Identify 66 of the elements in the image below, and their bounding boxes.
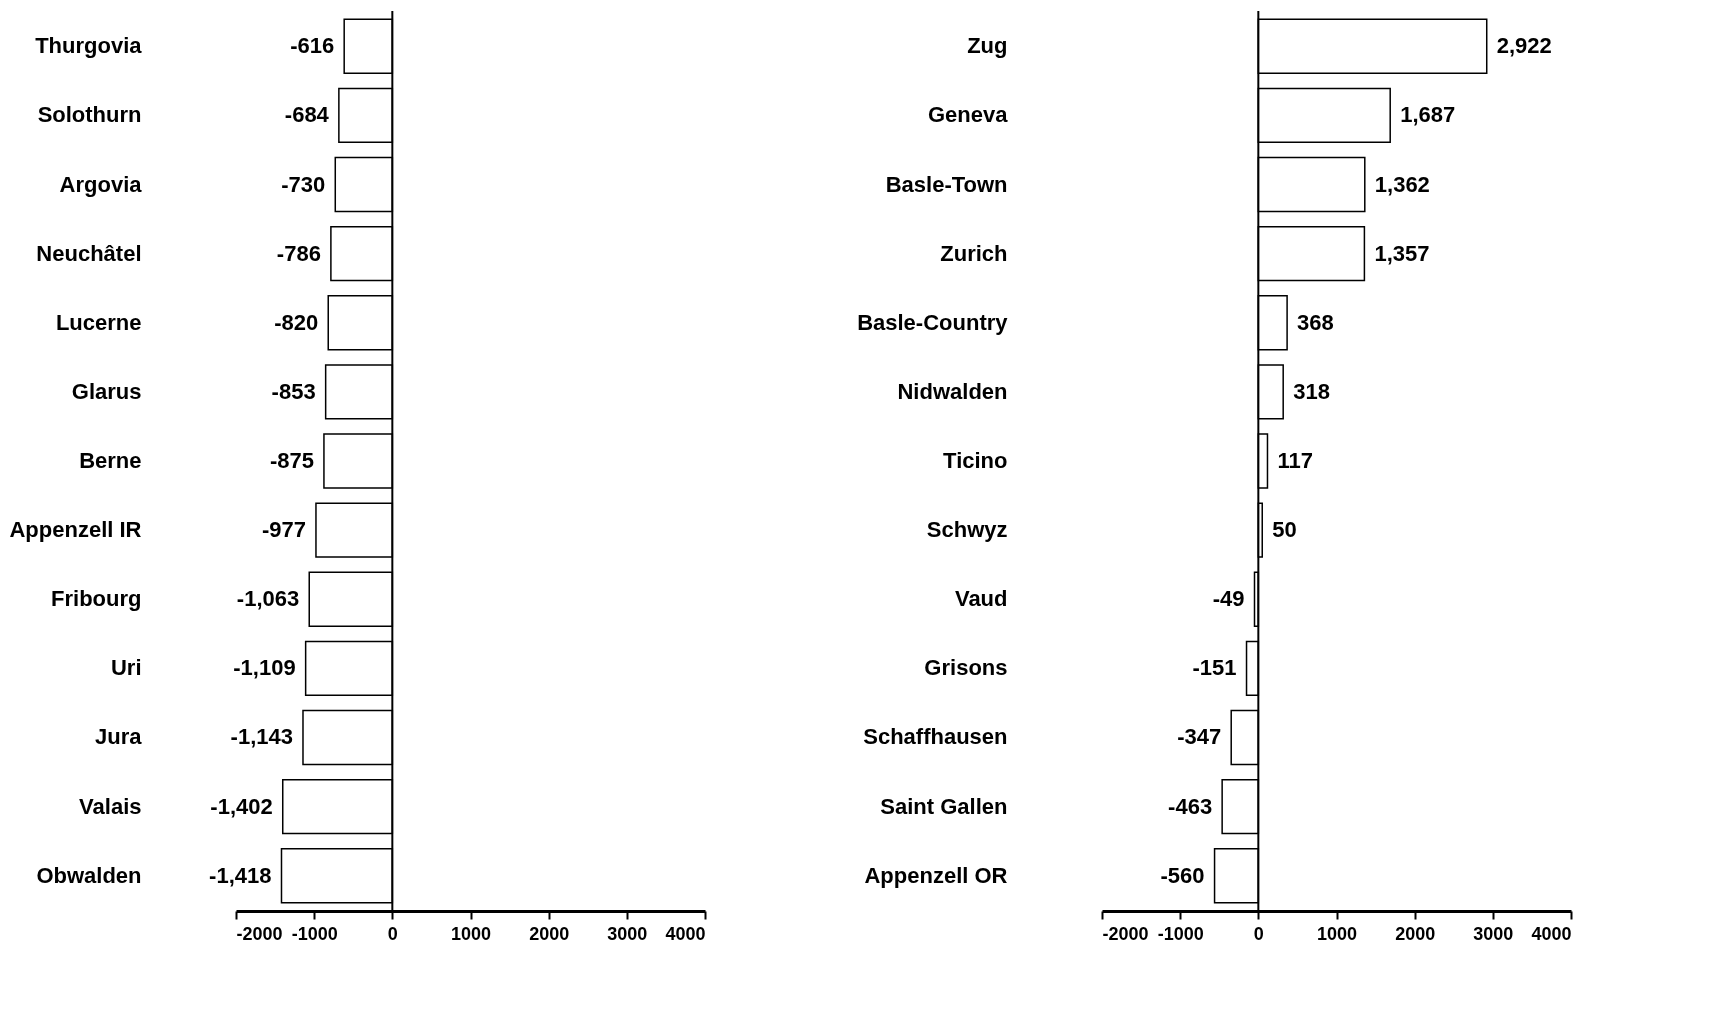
y-tick-label: Geneva bbox=[928, 102, 1009, 128]
y-tick-label: Thurgovia bbox=[35, 33, 143, 59]
y-tick-label: Neuchâtel bbox=[36, 240, 142, 266]
data-label: -616 bbox=[290, 33, 335, 59]
x-tick-label: 2000 bbox=[529, 923, 570, 944]
x-tick-label: -2000 bbox=[236, 923, 283, 944]
x-tick-label: 3000 bbox=[1473, 923, 1514, 944]
data-label: -49 bbox=[1212, 586, 1245, 612]
data-label: -1,402 bbox=[210, 793, 273, 819]
data-label: 318 bbox=[1293, 378, 1330, 404]
x-tick-label: 3000 bbox=[607, 923, 648, 944]
data-label: -977 bbox=[261, 517, 306, 543]
data-label: -730 bbox=[281, 171, 326, 197]
data-label: -347 bbox=[1177, 724, 1222, 750]
y-tick-label: Glarus bbox=[71, 378, 142, 404]
y-tick-label: Saint Gallen bbox=[880, 793, 1008, 819]
y-tick-label: Appenzell IR bbox=[9, 517, 142, 543]
y-tick-label: Basle-Town bbox=[885, 171, 1008, 197]
data-label: 1,357 bbox=[1374, 240, 1430, 266]
data-label: -820 bbox=[274, 309, 319, 335]
y-tick-label: Grisons bbox=[924, 655, 1008, 681]
x-tick-label: -2000 bbox=[1102, 923, 1149, 944]
y-tick-label: Fribourg bbox=[51, 586, 142, 612]
y-tick-label: Berne bbox=[79, 448, 142, 473]
x-tick-label: 4000 bbox=[1531, 923, 1572, 944]
x-tick-label: 2000 bbox=[1395, 923, 1436, 944]
y-tick-label: Vaud bbox=[954, 586, 1008, 612]
data-label: 117 bbox=[1277, 448, 1313, 473]
y-tick-label: Nidwalden bbox=[897, 378, 1008, 404]
y-tick-label: Schaffhausen bbox=[863, 724, 1008, 750]
x-tick-label: 1000 bbox=[1316, 923, 1358, 944]
y-tick-label: Valais bbox=[79, 793, 142, 819]
y-tick-label: Solothurn bbox=[37, 102, 142, 128]
y-tick-label: Obwalden bbox=[36, 862, 142, 888]
data-label: -463 bbox=[1168, 793, 1213, 819]
data-label: -1,063 bbox=[236, 586, 300, 612]
data-label: -151 bbox=[1192, 655, 1237, 681]
y-tick-label: Basle-Country bbox=[857, 309, 1009, 335]
data-label: 2,922 bbox=[1496, 33, 1552, 59]
y-tick-label: Ticino bbox=[943, 448, 1008, 473]
data-label: 1,687 bbox=[1400, 102, 1456, 128]
y-tick-label: Schwyz bbox=[926, 517, 1008, 543]
x-tick-label: 4000 bbox=[665, 923, 706, 944]
data-label: -560 bbox=[1160, 862, 1205, 888]
data-label: -853 bbox=[271, 378, 316, 404]
data-label: -1,143 bbox=[230, 724, 293, 750]
data-label: -786 bbox=[276, 240, 321, 266]
data-label: 1,362 bbox=[1374, 171, 1430, 197]
x-tick-label: 0 bbox=[1253, 923, 1264, 944]
data-label: -875 bbox=[269, 448, 314, 473]
data-label: 368 bbox=[1297, 309, 1334, 335]
data-label: -1,109 bbox=[233, 655, 296, 681]
y-tick-label: Zug bbox=[967, 33, 1008, 59]
x-tick-label: 0 bbox=[387, 923, 398, 944]
y-tick-label: Lucerne bbox=[55, 309, 142, 335]
y-tick-label: Argovia bbox=[59, 171, 143, 197]
x-tick-label: -1000 bbox=[1157, 923, 1204, 944]
y-tick-label: Zurich bbox=[940, 240, 1008, 266]
data-label: -1,418 bbox=[209, 862, 272, 888]
x-tick-label: -1000 bbox=[291, 923, 338, 944]
y-tick-label: Jura bbox=[95, 724, 143, 750]
x-tick-label: 1000 bbox=[450, 923, 492, 944]
y-tick-label: Uri bbox=[110, 655, 142, 681]
data-label: 50 bbox=[1272, 517, 1297, 543]
data-label: -684 bbox=[284, 102, 330, 128]
y-tick-label: Appenzell OR bbox=[864, 862, 1008, 888]
